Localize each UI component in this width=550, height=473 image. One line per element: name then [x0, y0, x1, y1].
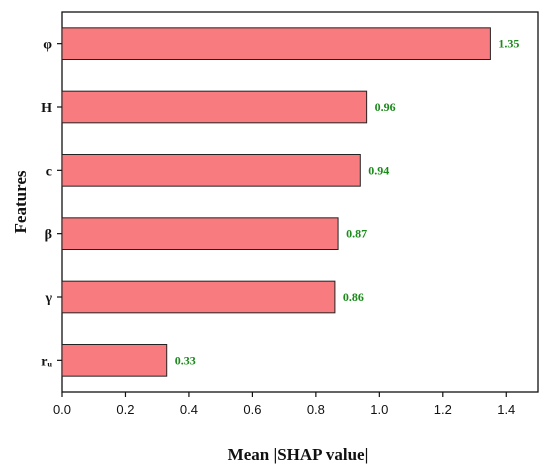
y-tick-label: β [45, 228, 52, 243]
x-axis-ticks: 0.0 0.2 0.4 0.6 0.8 1.0 1.2 1.4 [53, 392, 515, 417]
bar [61, 90, 368, 124]
y-tick-label: rᵤ [41, 354, 52, 369]
bars-group: 1.35 0.96 0.94 0.87 0.86 0.33 [61, 27, 519, 377]
bar [61, 27, 491, 60]
category-ticks: φ Hc β γ rᵤ [41, 38, 62, 369]
bar [61, 154, 361, 187]
x-tick-label: 0.2 [116, 402, 134, 417]
y-axis-title: Features [11, 170, 30, 233]
x-tick-label: 0.4 [180, 402, 198, 417]
y-tick-label: H [41, 101, 52, 116]
bar-value-label: 0.87 [346, 227, 367, 241]
x-tick-label: 1.0 [370, 402, 388, 417]
bar [61, 344, 168, 377]
y-tick-label: c [46, 164, 52, 179]
x-tick-label: 1.2 [434, 402, 452, 417]
x-axis-title: Mean |SHAP value| [228, 445, 369, 464]
plot-frame [61, 11, 539, 393]
bar-value-label: 1.35 [498, 37, 519, 51]
x-tick-label: 0.6 [243, 402, 261, 417]
bar [61, 217, 339, 250]
x-tick-label: 0.0 [53, 402, 71, 417]
bar [61, 280, 336, 314]
y-tick-label: γ [44, 291, 52, 306]
bar-value-label: 0.96 [375, 100, 396, 114]
y-tick-label: φ [43, 38, 52, 53]
x-tick-label: 1.4 [497, 402, 515, 417]
bar-value-label: 0.33 [175, 353, 196, 367]
bar-value-label: 0.94 [368, 163, 389, 177]
x-tick-label: 0.8 [307, 402, 325, 417]
bar-value-label: 0.86 [343, 290, 364, 304]
